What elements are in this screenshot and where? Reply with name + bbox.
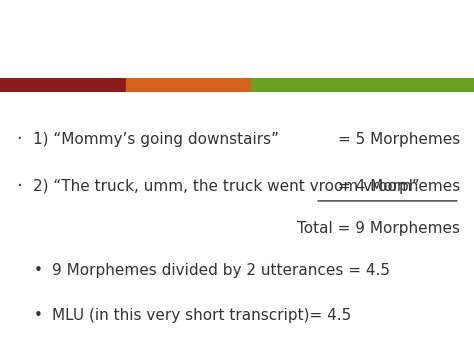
Text: Total = 9 Morphemes: Total = 9 Morphemes xyxy=(297,221,460,236)
Text: 1) “Mommy’s going downstairs”: 1) “Mommy’s going downstairs” xyxy=(33,131,279,147)
Text: 2) “The truck, umm, the truck went vroom vroom”: 2) “The truck, umm, the truck went vroom… xyxy=(33,179,420,194)
Text: = 4 Morphemes: = 4 Morphemes xyxy=(337,179,460,194)
Bar xyxy=(0,78,126,92)
Bar xyxy=(251,78,474,92)
Text: ·: · xyxy=(16,178,22,195)
Text: •: • xyxy=(34,308,42,323)
Text: Example MLU Calculation: Example MLU Calculation xyxy=(44,24,430,54)
Text: •: • xyxy=(34,263,42,278)
Bar xyxy=(126,78,251,92)
Text: ·: · xyxy=(16,130,22,148)
Text: MLU (in this very short transcript)= 4.5: MLU (in this very short transcript)= 4.5 xyxy=(52,308,351,323)
Text: = 5 Morphemes: = 5 Morphemes xyxy=(337,131,460,147)
Text: 9 Morphemes divided by 2 utterances = 4.5: 9 Morphemes divided by 2 utterances = 4.… xyxy=(52,263,390,278)
